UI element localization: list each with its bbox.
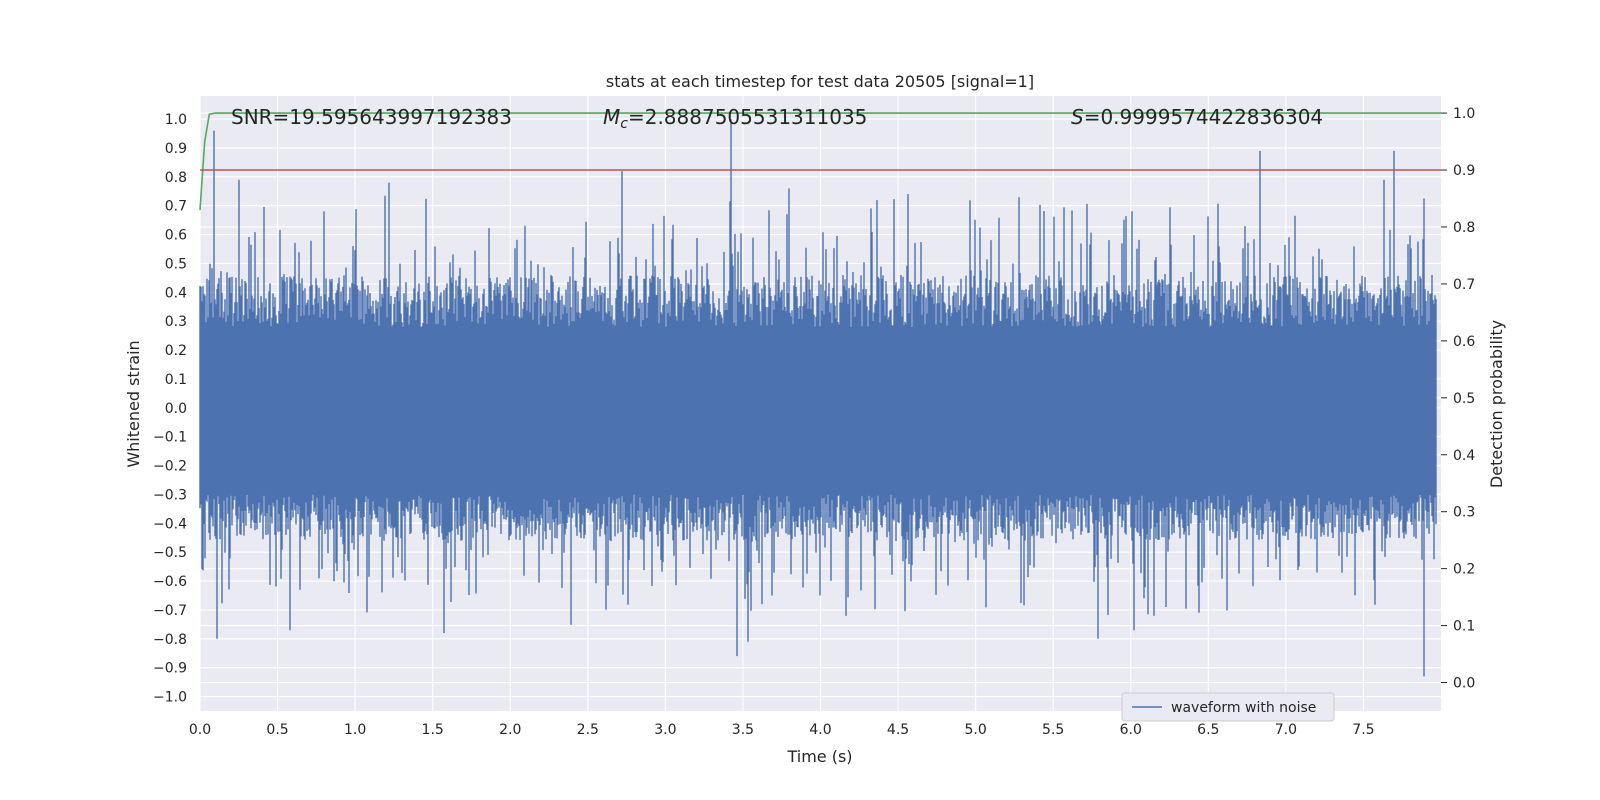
- waveform-series: [199, 119, 1437, 677]
- y-tick-label: −0.2: [153, 459, 187, 475]
- s-annotation: S=0.9999574422836304: [1071, 105, 1323, 129]
- y-tick-label: −0.5: [153, 545, 187, 561]
- probability-lines: [199, 112, 1441, 210]
- y-right-tick-label: 0.3: [1453, 505, 1475, 521]
- snr-annotation: SNR=19.595643997192383: [231, 105, 512, 129]
- y-tick-label: 0.0: [165, 401, 187, 417]
- y-tick-label: 1.0: [165, 112, 187, 128]
- y-tick-label: 0.4: [165, 285, 187, 301]
- y-right-tick-label: 0.1: [1453, 619, 1475, 635]
- y-tick-label: −0.3: [153, 487, 187, 503]
- y-right-tick-label: 0.0: [1453, 676, 1475, 692]
- y-axis-right-label: Detection probability: [1487, 320, 1506, 488]
- y-right-tick-label: 0.5: [1453, 391, 1475, 407]
- y-tick-label: 0.7: [165, 199, 187, 215]
- y-right-tick-label: 0.7: [1453, 277, 1475, 293]
- x-tick-label: 6.5: [1197, 722, 1219, 738]
- x-tick-label: 7.0: [1275, 722, 1297, 738]
- chart-title: stats at each timestep for test data 205…: [606, 72, 1034, 91]
- chirp-mass-annotation: Mc=2.8887505531311035: [603, 105, 867, 132]
- y-tick-label: 0.2: [165, 343, 187, 359]
- x-tick-label: 4.0: [809, 722, 831, 738]
- x-tick-label: 0.0: [189, 722, 211, 738]
- y-right-tick-label: 1.0: [1453, 106, 1475, 122]
- y-right-tick-label: 0.9: [1453, 163, 1475, 179]
- legend-label: waveform with noise: [1171, 700, 1316, 716]
- waveform-trace: [199, 119, 1437, 677]
- y-tick-label: 0.9: [165, 141, 187, 157]
- y-tick-label: 0.8: [165, 170, 187, 186]
- x-axis: 0.0 0.5 1.0 1.5 2.0 2.5 3.0 3.5 4.0 4.5 5.0 5.5 6.0 6…: [189, 722, 1375, 738]
- y-axis-left: 1.0 0.9 0.8 0.7 0.6 0.5 0.4 0.3 0.2 0.1 0.0 −0.1 −0.…: [153, 112, 187, 705]
- x-tick-label: 5.0: [964, 722, 986, 738]
- x-tick-label: 6.0: [1120, 722, 1142, 738]
- x-tick-label: 3.0: [654, 722, 676, 738]
- y-tick-label: −0.4: [153, 516, 187, 532]
- y-tick-label: −0.7: [153, 603, 187, 619]
- y-right-tick-label: 0.6: [1453, 334, 1475, 350]
- x-tick-label: 2.5: [577, 722, 599, 738]
- y-right-tick-label: 0.8: [1453, 220, 1475, 236]
- legend: waveform with noise: [1121, 692, 1335, 722]
- y-axis-label: Whitened strain: [124, 340, 143, 467]
- x-tick-label: 5.5: [1042, 722, 1064, 738]
- y-right-tick-label: 0.2: [1453, 562, 1475, 578]
- y-tick-label: −0.1: [153, 430, 187, 446]
- x-tick-label: 1.0: [344, 722, 366, 738]
- x-tick-label: 2.0: [499, 722, 521, 738]
- y-tick-label: −0.8: [153, 632, 187, 648]
- y-axis-right: 1.0 0.9 0.8 0.7 0.6 0.5 0.4 0.3 0.2 0.1 0.0: [1441, 106, 1475, 692]
- y-tick-label: 0.5: [165, 256, 187, 272]
- y-tick-label: −1.0: [153, 690, 187, 706]
- x-tick-label: 3.5: [732, 722, 754, 738]
- x-tick-label: 7.5: [1352, 722, 1374, 738]
- x-axis-label: Time (s): [786, 747, 852, 766]
- y-tick-label: 0.1: [165, 372, 187, 388]
- y-tick-label: −0.9: [153, 661, 187, 677]
- detection-probability-line: [199, 112, 1441, 210]
- x-tick-label: 4.5: [887, 722, 909, 738]
- x-tick-label: 1.5: [422, 722, 444, 738]
- y-tick-label: −0.6: [153, 574, 187, 590]
- y-right-tick-label: 0.4: [1453, 448, 1475, 464]
- x-tick-label: 0.5: [266, 722, 288, 738]
- legend-box: [1121, 692, 1335, 722]
- y-tick-label: 0.3: [165, 314, 187, 330]
- y-tick-label: 0.6: [165, 228, 187, 244]
